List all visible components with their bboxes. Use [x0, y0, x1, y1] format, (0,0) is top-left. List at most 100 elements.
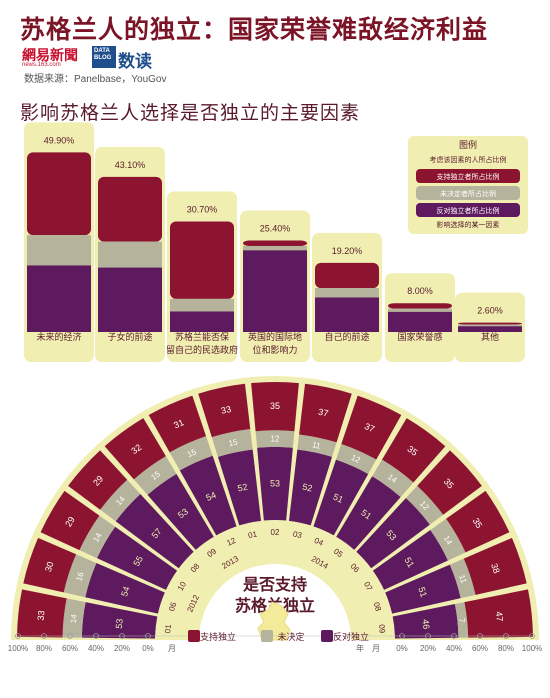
bar-category-label: 未来的经济: [36, 331, 81, 342]
fan-month-label: 03: [292, 530, 303, 541]
bar-segment-oppose: [243, 250, 307, 332]
bar-category-label: 留自己的民选政府: [166, 344, 238, 355]
fan-value-oppose: 54: [119, 585, 132, 598]
bar-base: [170, 329, 234, 332]
fan-segment-oppose: [85, 563, 165, 614]
fan-segment-oppose: [81, 602, 158, 639]
fan-value-support: 35: [270, 401, 280, 411]
fan-spoke: [336, 418, 446, 550]
fan-segment-support: [446, 490, 510, 553]
fan-segment-oppose: [372, 529, 448, 590]
fan-segment-support: [464, 589, 533, 638]
fan-segment-undecided: [169, 436, 213, 471]
bar-segment-support: [458, 322, 522, 325]
fan-value-undecided: 7: [457, 618, 466, 624]
fan-value-support: 35: [471, 516, 485, 530]
fan-segment-support: [341, 395, 402, 460]
bar-value-label: 2.60%: [477, 306, 503, 316]
fan-segment-undecided: [63, 554, 97, 598]
fan-segment-oppose: [147, 473, 214, 550]
fan-spoke: [251, 381, 299, 521]
fan-value-undecided: 16: [74, 570, 85, 582]
fan-segment-undecided: [430, 518, 466, 561]
bar-segment-oppose: [388, 311, 452, 332]
fan-month-axis-label: 月: [168, 644, 176, 653]
fan-value-oppose: 46: [420, 619, 431, 630]
bar-segment-oppose: [170, 311, 234, 332]
fan-segment-support: [198, 383, 251, 438]
fan-segment-oppose: [356, 498, 430, 569]
fan-segment-undecided: [372, 459, 414, 498]
bar-category-label: 国家荣誉感: [397, 331, 442, 342]
bar-value-label: 19.20%: [332, 246, 363, 256]
bar-base: [98, 329, 162, 332]
fan-spoke: [372, 490, 510, 590]
bar-segment-undecided: [458, 324, 522, 327]
fan-segment-oppose: [179, 455, 237, 536]
legend-undecided-label: 未决定者所占比例: [440, 189, 496, 198]
fan-value-oppose: 53: [384, 528, 398, 542]
fan-month-label: 02: [271, 528, 280, 537]
fan-value-support: 33: [36, 610, 47, 621]
fan-value-undecided: 15: [228, 437, 239, 448]
fan-segment-oppose: [217, 449, 262, 526]
fan-segment-oppose: [257, 446, 293, 521]
fan-value-undecided: 11: [311, 440, 322, 451]
fan-segment-oppose: [97, 526, 178, 590]
fan-axis-tick-right: 80%: [498, 644, 514, 653]
fan-value-undecided: 14: [69, 613, 79, 623]
fan-month-label: 01: [163, 623, 173, 633]
fan-value-oppose: 52: [301, 482, 313, 494]
fan-value-oppose: 53: [270, 478, 280, 488]
bar-segment-support: [243, 240, 307, 246]
bar-value-label: 43.10%: [115, 160, 146, 170]
fan-segment-undecided: [255, 430, 295, 448]
fan-segment-oppose: [115, 493, 194, 569]
legend-factor-label: 影响选择的某一因素: [437, 220, 500, 229]
bar-value-label: 25.40%: [260, 224, 291, 234]
bar-segment-undecided: [170, 298, 234, 312]
fan-value-oppose: 51: [332, 492, 345, 505]
logo-163-text: 網易新聞: [22, 47, 78, 63]
fan-segment-support: [40, 490, 100, 551]
fan-axis-tick-left: 0%: [142, 644, 154, 653]
bar-group: [243, 240, 307, 332]
fan-month-axis-label: 月: [372, 644, 380, 653]
bar-segment-support: [170, 221, 234, 299]
fan-spoke: [17, 589, 158, 639]
fan-spoke: [356, 450, 482, 569]
legend-box: [408, 136, 528, 234]
fan-value-support: 29: [63, 515, 77, 529]
page-title: 苏格兰人的独立：国家荣誉难敌经济利益: [20, 16, 489, 44]
fan-value-undecided: 12: [271, 435, 280, 444]
fan-year-axis-label: 年: [356, 643, 364, 653]
bar-segment-support: [98, 176, 162, 242]
fan-legend-undecided-swatch: [261, 630, 273, 642]
fan-segment-support: [299, 383, 352, 443]
bar-value-label: 8.00%: [407, 286, 433, 296]
fan-legend-oppose-swatch: [321, 630, 333, 642]
fan-axis-tick-left: 80%: [36, 644, 52, 653]
bar-value-label: 30.70%: [187, 204, 218, 214]
legend-oppose-swatch: [416, 203, 520, 217]
logo-163-sub: news.163.com: [22, 62, 61, 68]
fan-segment-support: [148, 395, 207, 453]
fan-value-undecided: 11: [457, 574, 468, 585]
fan-segment-support: [104, 418, 166, 480]
fan-month-label: 01: [247, 529, 258, 540]
fan-segment-undecided: [62, 598, 86, 638]
fan-segment-undecided: [79, 515, 116, 559]
legend-support-label: 支持独立者所占比例: [437, 172, 500, 181]
bar-base: [458, 329, 522, 332]
legend-pct-label: 考虑该因素的人所占比例: [430, 155, 507, 164]
bar-segment-undecided: [315, 288, 379, 298]
fan-spoke: [385, 537, 527, 614]
fan-spoke: [23, 537, 165, 614]
datablog-badge: DATA BLOG: [92, 46, 116, 68]
fan-segment-support: [251, 381, 299, 432]
fan-spoke: [40, 490, 178, 590]
fan-segment-oppose: [392, 604, 459, 639]
fan-segment-oppose: [288, 449, 333, 526]
fan-segment-undecided: [335, 443, 377, 474]
fan-legend-support-label: 支持独立: [200, 631, 236, 642]
